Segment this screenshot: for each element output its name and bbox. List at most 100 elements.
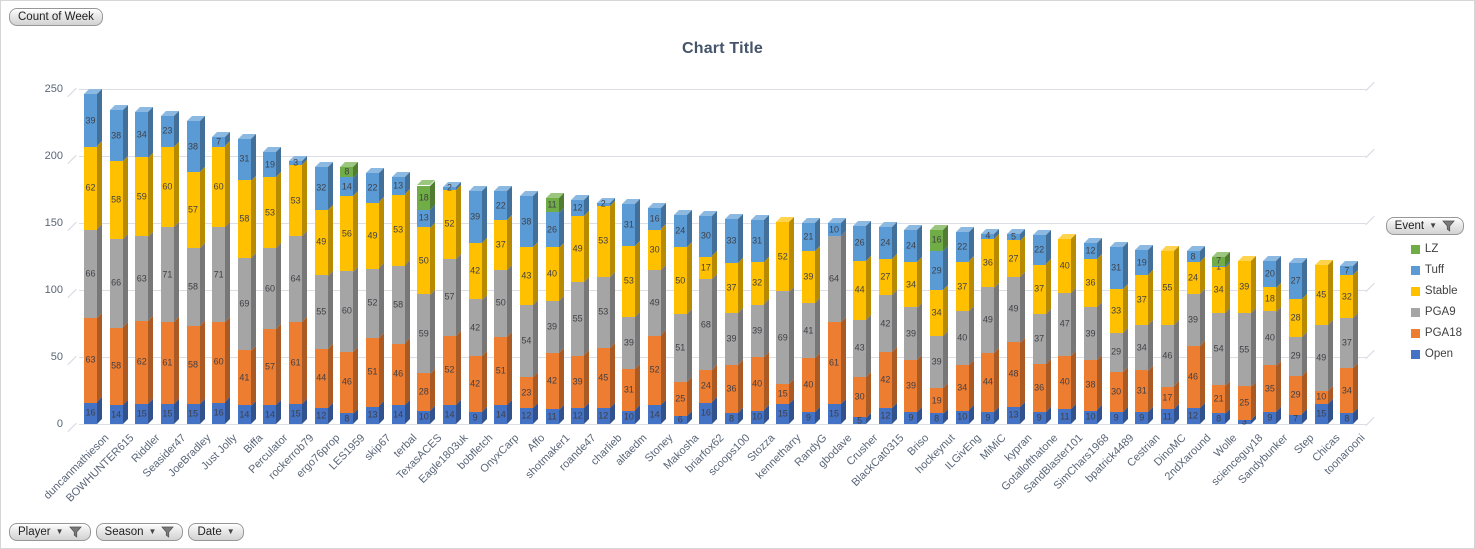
pivot-field-button-player[interactable]: Player ▼ bbox=[9, 523, 91, 541]
bar-segment-side bbox=[1353, 270, 1359, 319]
bar-segment-side bbox=[1096, 354, 1102, 411]
bar-segment-PGA18: 25 bbox=[673, 382, 687, 416]
bar-segment-Tuff: 23 bbox=[160, 115, 174, 147]
bar-segment-side bbox=[917, 354, 923, 412]
bar-segment-PGA9: 39 bbox=[1083, 307, 1097, 360]
bar-segment-PGA18: 58 bbox=[186, 326, 200, 404]
bar-segment-side bbox=[968, 306, 974, 366]
bar-side-face bbox=[199, 116, 205, 424]
pivot-field-button-event[interactable]: Event ▼ bbox=[1385, 217, 1464, 235]
bar-front: 12 45 53 53 2 bbox=[596, 199, 610, 424]
bar-segment-side bbox=[763, 215, 769, 262]
bar-segment-PGA9: 58 bbox=[391, 265, 405, 344]
legend-item-Stable: Stable bbox=[1410, 285, 1462, 297]
bar-hockeynut: 8 19 39 34 29 16 bbox=[930, 224, 949, 424]
bar-segment-Stable: 45 bbox=[1314, 264, 1328, 325]
bar-segment-PGA9: 53 bbox=[596, 276, 610, 348]
bar-segment-Tuff: 20 bbox=[1263, 260, 1277, 288]
bar-segment-side bbox=[584, 276, 590, 356]
bar-front: 11 40 47 40 bbox=[1058, 239, 1072, 424]
bar-segment-Stable: 37 bbox=[494, 220, 508, 270]
bar-segment-Stable: 49 bbox=[314, 209, 328, 276]
bar-segment-Tuff: 7 bbox=[1340, 266, 1354, 276]
bar-segment-Tuff: 39 bbox=[84, 94, 97, 147]
bar-segment-side bbox=[635, 405, 641, 424]
bar-segment-Tuff: 31 bbox=[1109, 247, 1123, 289]
pivot-field-button-date[interactable]: Date ▼ bbox=[188, 523, 244, 541]
bar-segment-side bbox=[968, 405, 974, 424]
bar-segment-side bbox=[866, 314, 872, 378]
bar-segment-side bbox=[712, 274, 718, 371]
legend-label: PGA18 bbox=[1424, 327, 1462, 339]
bar-segment-Tuff: 31 bbox=[237, 138, 251, 181]
bar-segment-side bbox=[1276, 406, 1282, 424]
bar-segment-side bbox=[353, 266, 359, 352]
bar-Gotallofthatone: 9 36 37 37 22 bbox=[1032, 230, 1051, 424]
bar-front: 14 57 60 53 19 bbox=[263, 152, 277, 424]
bar-segment-side bbox=[327, 270, 333, 349]
bar-segment-Open: 12 bbox=[571, 407, 585, 424]
pivot-field-button-count-of-week[interactable]: Count of Week bbox=[9, 8, 103, 26]
bar-segment-side bbox=[404, 189, 410, 266]
bar-segment-Tuff: 4 bbox=[981, 231, 995, 240]
bar-segment-Open: 8 bbox=[725, 413, 738, 424]
bar-segment-side bbox=[1020, 235, 1026, 277]
bar-side-face bbox=[1148, 244, 1154, 424]
bar-segment-side bbox=[1071, 350, 1077, 410]
bar-front: 13 48 49 27 5 bbox=[1007, 232, 1021, 424]
bar-segment-side bbox=[712, 397, 718, 424]
bar-segment-PGA9: 55 bbox=[1237, 312, 1251, 387]
pivot-field-label: Player bbox=[18, 526, 51, 538]
bar-segment-Stable: 57 bbox=[186, 172, 200, 249]
bar-segment-Tuff: 2 bbox=[442, 183, 456, 192]
bar-JoeBradley: 15 58 58 57 38 bbox=[186, 116, 205, 424]
bar-segment-PGA9: 39 bbox=[904, 307, 918, 360]
bar-segment-Tuff: 7 bbox=[212, 137, 226, 147]
bar-segment-PGA18: 23 bbox=[519, 377, 533, 408]
pivot-field-button-season[interactable]: Season ▼ bbox=[95, 523, 184, 541]
bar-segment-Stable: 59 bbox=[135, 157, 149, 237]
bar-segment-side bbox=[609, 342, 615, 408]
bar-segment-Stable: 53 bbox=[263, 177, 277, 249]
bar-segment-PGA9: 42 bbox=[468, 299, 482, 356]
bar-segment-side bbox=[686, 242, 692, 315]
bar-segment-side bbox=[584, 211, 590, 282]
bar-segment-PGA18: 44 bbox=[314, 348, 328, 408]
bar-segment-Tuff: 24 bbox=[904, 229, 918, 262]
bar-segment-Open: 9 bbox=[904, 411, 918, 424]
bar-front: 12 46 39 24 8 bbox=[1186, 251, 1200, 424]
filter-icon bbox=[1442, 220, 1455, 232]
bar-segment-side bbox=[789, 216, 795, 292]
bar-Affo: 12 23 54 43 38 bbox=[519, 191, 538, 424]
bar-segment-Tuff: 3 bbox=[289, 158, 303, 167]
bar-segment-Tuff: 26 bbox=[545, 212, 559, 248]
bar-segment-side bbox=[148, 315, 154, 404]
bar-segment-PGA9: 39 bbox=[750, 304, 764, 358]
bar-segment-Open: 15 bbox=[186, 403, 200, 424]
bar-segment-side bbox=[1276, 306, 1282, 366]
bar-segment-side bbox=[455, 400, 461, 424]
bar-segment-PGA18: 25 bbox=[1237, 386, 1251, 420]
bar-LES1959: 8 46 60 56 14 8 bbox=[340, 161, 359, 424]
bar-segment-PGA9: 59 bbox=[417, 294, 431, 374]
bar-side-face bbox=[558, 192, 564, 424]
bar-SandBlaster101: 11 40 47 40 bbox=[1058, 234, 1077, 424]
bar-bobfletch: 9 42 42 42 39 bbox=[468, 185, 487, 424]
chart-legend: LZ Tuff Stable PGA9 PGA18 Open bbox=[1410, 243, 1462, 369]
bar-side-face bbox=[250, 133, 256, 424]
bar-front: 14 51 50 37 22 bbox=[494, 190, 508, 424]
bar-segment-side bbox=[1045, 259, 1051, 315]
bar-segment-side bbox=[225, 317, 231, 403]
bar-segment-side bbox=[379, 333, 385, 407]
bar-segment-side bbox=[302, 317, 308, 404]
bar-Chicas: 15 10 49 45 bbox=[1314, 259, 1333, 424]
bar-segment-PGA18: 36 bbox=[1032, 363, 1046, 412]
bar-segment-side bbox=[1353, 408, 1359, 424]
bar-segment-Stable: 52 bbox=[442, 189, 456, 260]
bar-segment-side bbox=[455, 330, 461, 406]
bar-segment-Tuff: 22 bbox=[1032, 235, 1046, 265]
gridline bbox=[79, 223, 1366, 224]
bar-segment-side bbox=[97, 397, 102, 424]
bar-front: 11 17 46 55 bbox=[1160, 251, 1174, 424]
bar-segment-side bbox=[1199, 341, 1205, 408]
